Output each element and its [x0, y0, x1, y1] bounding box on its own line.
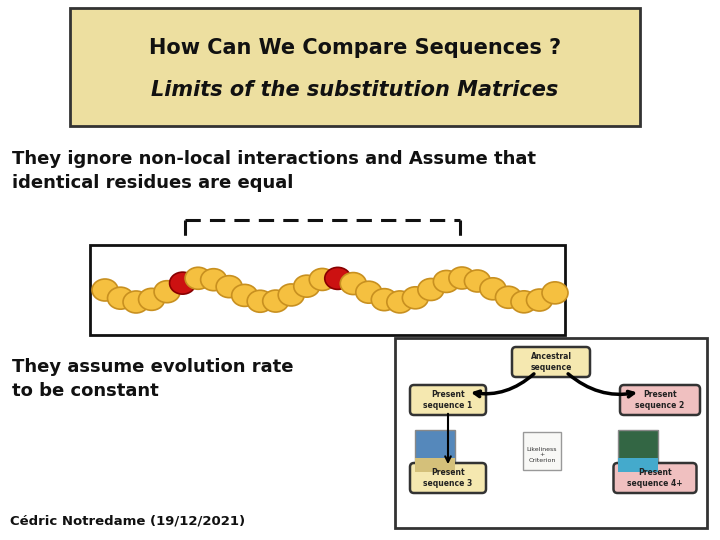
FancyBboxPatch shape	[90, 245, 565, 335]
FancyBboxPatch shape	[618, 458, 658, 472]
FancyBboxPatch shape	[415, 458, 455, 472]
Ellipse shape	[310, 268, 336, 291]
Ellipse shape	[402, 287, 428, 309]
FancyBboxPatch shape	[613, 463, 696, 493]
Ellipse shape	[294, 275, 320, 297]
Ellipse shape	[341, 273, 366, 294]
Ellipse shape	[201, 269, 227, 291]
Ellipse shape	[356, 281, 382, 303]
Ellipse shape	[526, 289, 552, 311]
Ellipse shape	[107, 287, 133, 309]
Ellipse shape	[263, 290, 289, 312]
Text: Ancestral
sequence: Ancestral sequence	[531, 352, 572, 372]
Ellipse shape	[542, 282, 568, 304]
Ellipse shape	[372, 289, 397, 310]
Ellipse shape	[387, 291, 413, 313]
FancyBboxPatch shape	[512, 347, 590, 377]
Ellipse shape	[480, 278, 506, 300]
Ellipse shape	[92, 279, 118, 301]
FancyBboxPatch shape	[395, 338, 707, 528]
Text: How Can We Compare Sequences ?: How Can We Compare Sequences ?	[149, 38, 561, 58]
Ellipse shape	[495, 286, 521, 308]
Ellipse shape	[433, 271, 459, 293]
Ellipse shape	[216, 275, 242, 298]
Ellipse shape	[325, 267, 351, 289]
Ellipse shape	[185, 267, 211, 289]
Ellipse shape	[170, 272, 196, 294]
FancyBboxPatch shape	[70, 8, 640, 126]
FancyBboxPatch shape	[620, 385, 700, 415]
Text: They ignore non-local interactions and Assume that
identical residues are equal: They ignore non-local interactions and A…	[12, 150, 536, 192]
Text: Present
sequence 3: Present sequence 3	[423, 468, 472, 488]
FancyBboxPatch shape	[410, 463, 486, 493]
Ellipse shape	[449, 267, 475, 289]
Text: Likeliness
+
Criterion: Likeliness + Criterion	[527, 447, 557, 463]
Ellipse shape	[138, 288, 165, 310]
Ellipse shape	[464, 270, 490, 292]
Ellipse shape	[278, 284, 305, 306]
Text: Cédric Notredame (19/12/2021): Cédric Notredame (19/12/2021)	[10, 515, 245, 528]
FancyBboxPatch shape	[410, 385, 486, 415]
Ellipse shape	[123, 291, 149, 313]
Text: Present
sequence 4+: Present sequence 4+	[627, 468, 683, 488]
Ellipse shape	[247, 291, 273, 312]
Ellipse shape	[418, 279, 444, 300]
FancyBboxPatch shape	[415, 430, 455, 472]
Ellipse shape	[154, 281, 180, 303]
FancyBboxPatch shape	[523, 432, 561, 470]
Ellipse shape	[511, 291, 537, 313]
Ellipse shape	[232, 285, 258, 306]
Text: Present
sequence 1: Present sequence 1	[423, 390, 472, 410]
Text: Limits of the substitution Matrices: Limits of the substitution Matrices	[151, 80, 559, 100]
Text: Present
sequence 2: Present sequence 2	[635, 390, 685, 410]
Text: They assume evolution rate
to be constant: They assume evolution rate to be constan…	[12, 358, 294, 400]
FancyBboxPatch shape	[618, 430, 658, 472]
